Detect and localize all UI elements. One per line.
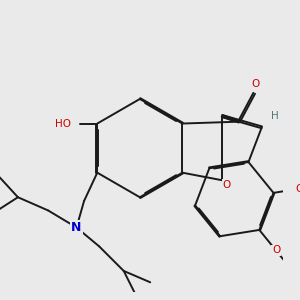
Text: O: O bbox=[251, 79, 259, 89]
Text: O: O bbox=[272, 245, 280, 256]
Text: O: O bbox=[296, 184, 300, 194]
Text: H: H bbox=[271, 111, 279, 121]
Text: O: O bbox=[223, 180, 231, 190]
Text: N: N bbox=[71, 221, 82, 234]
Text: HO: HO bbox=[55, 119, 71, 130]
